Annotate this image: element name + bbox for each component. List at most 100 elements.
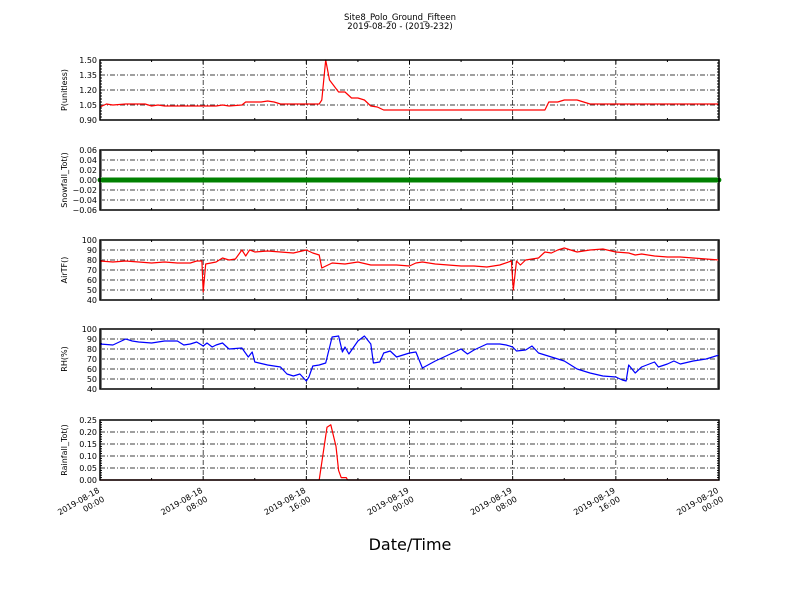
axes-frame [99,419,720,481]
series-marker [478,177,483,183]
x-tick-label: 2019-08-1900:00 [366,486,416,526]
series-marker [355,177,361,183]
series-marker [374,177,380,183]
y-tick-label: 0.02 [79,166,97,175]
series-marker [561,177,567,183]
y-axis-label: AirTF() [60,257,69,284]
y-tick-label: 80 [87,345,97,354]
y-tick-label: −0.02 [72,186,97,195]
series-marker [265,177,271,183]
series-marker [284,177,290,183]
series-marker [368,177,374,183]
series-marker [207,177,213,183]
series-marker [271,177,277,183]
series-marker [555,177,561,183]
series-marker [536,177,541,183]
x-tick-label: 2019-08-2000:00 [675,486,725,526]
series-marker [684,177,690,183]
series-marker [110,177,116,183]
series-marker [336,177,341,183]
series-marker [104,177,109,183]
series-marker [606,177,612,183]
series-marker [613,177,619,183]
series-marker [587,177,593,183]
series-marker [465,177,470,183]
y-tick-label: 1.05 [79,101,97,110]
x-axis-label: Date/Time [369,535,452,554]
series-marker [329,177,335,183]
series-marker [129,177,135,183]
series-marker [400,177,406,183]
series-marker [645,177,651,183]
series-marker [194,177,200,183]
series-marker [226,177,232,183]
series-marker [419,177,425,183]
series-marker [323,177,329,183]
series-marker [187,177,193,183]
series-marker [439,177,445,183]
series-marker [213,177,219,183]
series-marker [245,177,251,183]
series-marker [581,177,586,183]
series-marker [303,177,309,183]
series-marker [413,177,419,183]
axes-frame [99,328,720,390]
y-tick-label: 1.50 [79,56,97,65]
panel-rainfalltot: 0.00 0.05 0.10 0.15 0.20 0.25 Rainfall_Tot() [60,416,720,485]
axes-frame [99,239,720,301]
series-marker [632,177,638,183]
series-marker [697,177,703,183]
series-marker [665,177,670,183]
y-tick-label: 0.04 [79,156,97,165]
series-marker [677,177,683,183]
series-marker [471,177,477,183]
series-marker [548,177,554,183]
series-marker [349,177,354,183]
y-tick-label: 70 [87,266,97,275]
series-marker [297,177,303,183]
series-marker [458,177,464,183]
series-marker [220,177,225,183]
axes-frame [99,59,720,121]
x-tick-label: 2019-08-1808:00 [159,486,209,526]
y-tick-label: 60 [87,365,97,374]
y-axis-label: RH(%) [60,346,69,371]
y-tick-label: 0.25 [79,416,97,425]
y-tick-label: 40 [87,296,97,305]
series-marker [136,177,142,183]
series-marker [123,177,129,183]
series-line [99,335,720,382]
series-marker [652,177,657,183]
y-tick-label: 90 [87,335,97,344]
series-marker [690,177,696,183]
y-tick-label: 0.10 [79,452,97,461]
series-marker [490,177,496,183]
chart-title: Site8_Polo_Ground_Fifteen [344,13,456,23]
y-tick-label: 1.20 [79,86,97,95]
series-marker [162,177,167,183]
series-marker [703,177,709,183]
series-marker [594,177,599,183]
y-axis-label: P(unitless) [60,69,69,111]
y-tick-label: 1.35 [79,71,97,80]
series-marker [342,177,348,183]
series-marker [278,177,283,183]
series-line [99,247,720,293]
y-tick-label: 0.20 [79,428,97,437]
series-marker [116,177,122,183]
series-marker [258,177,264,183]
panel-punitless: 0.90 1.05 1.20 1.35 1.50 P(unitless) [60,56,720,125]
y-axis-label: Rainfall_Tot() [60,424,69,476]
series-marker [252,177,258,183]
series-marker [497,177,503,183]
series-marker [233,177,238,183]
series-marker [484,177,490,183]
series-marker [381,177,387,183]
series-marker [310,177,316,183]
series-marker [452,177,458,183]
y-tick-label: 50 [87,286,97,295]
y-tick-label: 0.90 [79,116,97,125]
series-marker [574,177,580,183]
